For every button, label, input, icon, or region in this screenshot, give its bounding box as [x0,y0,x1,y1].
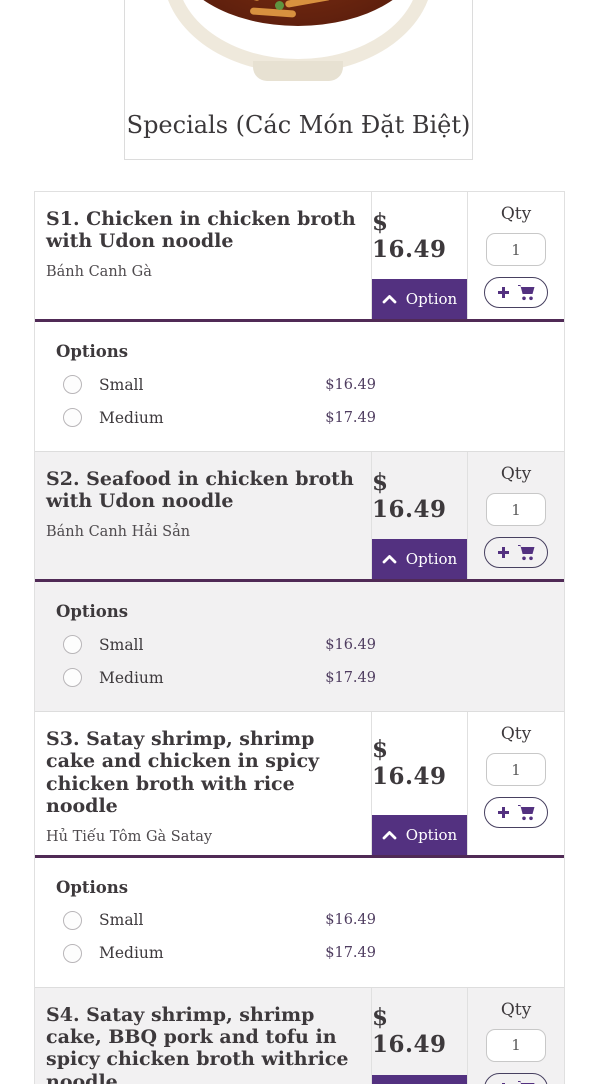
menu-item-row: S1. Chicken in chicken broth with Udon n… [35,192,564,322]
option-label: Small [99,635,144,654]
qty-label: Qty [500,204,532,224]
option-row-medium: Medium $17.49 [63,943,376,963]
item-price: $ 16.49 [372,1004,447,1059]
qty-label: Qty [500,724,532,744]
option-row-medium: Medium $17.49 [63,668,376,687]
plus-icon [497,807,509,818]
chevron-up-icon [382,555,397,564]
add-to-cart-button[interactable] [484,797,548,828]
menu-item-row: S3. Satay shrimp, shrimp cake and chicke… [35,712,564,858]
menu-item-row: S2. Seafood in chicken broth with Udon n… [35,452,564,582]
option-label: Medium [99,408,164,427]
option-price: $16.49 [325,636,376,653]
option-row-small: Small $16.49 [63,375,376,394]
shopping-cart-icon [517,285,534,301]
item-price: $ 16.49 [372,736,447,791]
option-label: Medium [99,668,164,687]
qty-input[interactable] [486,233,546,266]
option-label: Small [99,911,144,930]
category-photo [125,0,472,91]
option-button-label: Option [405,290,458,308]
radio-option-small[interactable] [63,375,82,394]
item-price: $ 16.49 [372,468,447,523]
menu-item-block: S1. Chicken in chicken broth with Udon n… [35,192,564,452]
option-price: $16.49 [325,376,376,393]
menu-item-block: S4. Satay shrimp, shrimp cake, BBQ pork … [35,987,564,1084]
shopping-cart-icon [517,1080,534,1084]
radio-option-small[interactable] [63,635,82,654]
option-label: Small [99,375,144,394]
options-panel: Options Small $16.49 Medium $17.49 [35,322,564,452]
qty-input[interactable] [486,493,546,526]
options-panel: Options Small $16.49 Medium $17.49 [35,858,564,988]
qty-label: Qty [500,464,532,484]
menu-item-block: S2. Seafood in chicken broth with Udon n… [35,452,564,712]
item-subtitle-vietnamese: Hủ Tiếu Tôm Gà Satay [46,828,213,845]
add-to-cart-button[interactable] [484,1072,548,1084]
add-to-cart-button[interactable] [484,537,548,568]
shopping-cart-icon [517,805,534,821]
item-title: S1. Chicken in chicken broth with Udon n… [46,208,356,253]
add-to-cart-button[interactable] [484,277,548,308]
menu-item-block: S3. Satay shrimp, shrimp cake and chicke… [35,712,564,988]
options-panel: Options Small $16.49 Medium $17.49 [35,582,564,712]
plus-icon [497,547,509,558]
option-row-medium: Medium $17.49 [63,408,376,427]
option-button-label: Option [405,825,458,844]
item-title: S2. Seafood in chicken broth with Udon n… [46,468,354,513]
radio-option-medium[interactable] [63,668,82,687]
qty-input[interactable] [486,753,546,786]
radio-option-medium[interactable] [63,943,82,963]
menu-item-row: S4. Satay shrimp, shrimp cake, BBQ pork … [35,987,564,1084]
option-button-label: Option [405,550,458,568]
radio-option-small[interactable] [63,910,82,930]
option-label: Medium [99,944,164,963]
plus-icon [497,287,509,298]
options-header: Options [56,602,129,621]
item-subtitle-vietnamese: Bánh Canh Hải Sản [46,523,191,540]
options-header: Options [56,877,129,897]
option-toggle-button[interactable]: Option [372,539,467,579]
option-row-small: Small $16.49 [63,635,376,654]
item-subtitle-vietnamese: Bánh Canh Gà [46,263,152,280]
chevron-up-icon [382,295,397,304]
menu-list: S1. Chicken in chicken broth with Udon n… [34,191,565,1084]
item-title: S3. Satay shrimp, shrimp cake and chicke… [46,728,320,818]
option-price: $16.49 [325,912,376,929]
chevron-up-icon [382,830,397,840]
option-toggle-button[interactable]: Option [372,1074,467,1084]
option-toggle-button[interactable]: Option [372,814,467,855]
qty-input[interactable] [486,1028,546,1062]
option-toggle-button[interactable]: Option [372,279,467,319]
item-price: $ 16.49 [372,208,447,263]
radio-option-medium[interactable] [63,408,82,427]
category-header-card: Specials (Các Món Đặt Biệt) [124,0,473,160]
qty-label: Qty [500,999,532,1020]
option-price: $17.49 [325,669,376,686]
option-row-small: Small $16.49 [63,910,376,930]
item-title: S4. Satay shrimp, shrimp cake, BBQ pork … [46,1003,349,1084]
option-price: $17.49 [325,409,376,426]
shopping-cart-icon [517,545,534,561]
category-title: Specials (Các Món Đặt Biệt) [126,111,471,139]
option-price: $17.49 [325,945,376,962]
options-header: Options [56,342,129,361]
